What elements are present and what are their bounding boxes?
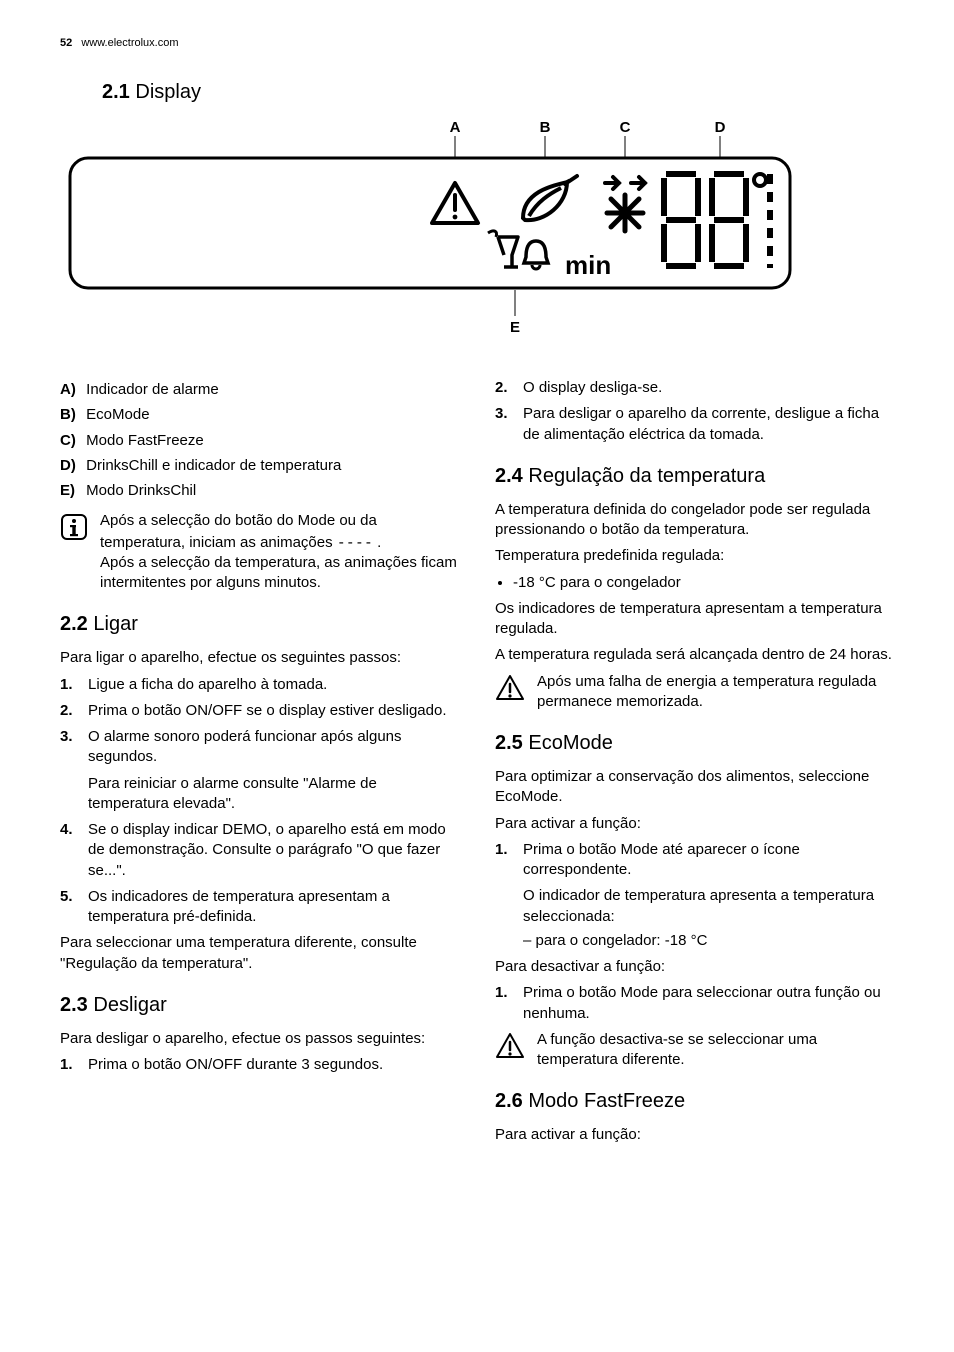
sectext-2-2: Ligar: [93, 613, 137, 635]
site-url: www.electrolux.com: [81, 37, 178, 49]
sectext-2-3: Desligar: [93, 994, 166, 1016]
s24-p3: Os indicadores de temperatura apresentam…: [495, 599, 894, 640]
s22-outro: Para seleccionar uma temperatura diferen…: [60, 933, 459, 974]
page-number: 52: [60, 36, 72, 51]
step: Para desligar o aparelho da corrente, de…: [495, 404, 894, 445]
fastfreeze-icon: [605, 177, 645, 231]
step: O alarme sonoro poderá funcionar após al…: [60, 727, 459, 814]
step: Se o display indicar DEMO, o aparelho es…: [60, 820, 459, 881]
section-2-3-title: 2.3 Desligar: [60, 992, 459, 1019]
step: Prima o botão ON/OFF durante 3 segundos.: [60, 1055, 459, 1075]
section-2-4-title: 2.4 Regulação da temperatura: [495, 463, 894, 490]
s22-steps: Ligue a ficha do aparelho à tomada. Prim…: [60, 675, 459, 928]
step: Prima o botão ON/OFF se o display estive…: [60, 701, 459, 721]
min-text: min: [565, 250, 611, 280]
info-note: Após a selecção do botão do Mode ou da t…: [60, 511, 459, 593]
s24-p1: A temperatura definida do congelador pod…: [495, 500, 894, 541]
legend-item: D) DrinksChill e indicador de temperatur…: [60, 456, 459, 476]
label-B: B: [540, 119, 551, 136]
step-sub: O indicador de temperatura apresenta a t…: [523, 886, 894, 927]
warning-icon: [495, 674, 525, 708]
legend-item: C) Modo FastFreeze: [60, 431, 459, 451]
warn-text: A função desactiva-se se seleccionar uma…: [537, 1030, 894, 1071]
s25-p2: Para activar a função:: [495, 814, 894, 834]
sectext-2-6: Modo FastFreeze: [528, 1090, 685, 1112]
legend-item: B) EcoMode: [60, 405, 459, 425]
display-legend: A) Indicador de alarme B) EcoMode C) Mod…: [60, 380, 459, 501]
warning-note-1: Após uma falha de energia a temperatura …: [495, 672, 894, 713]
step: Prima o botão Mode até aparecer o ícone …: [495, 840, 894, 951]
display-figure: A B C D: [60, 118, 894, 344]
s25-steps-off: Prima o botão Mode para seleccionar outr…: [495, 983, 894, 1024]
secnum-2-3: 2.3: [60, 994, 88, 1016]
temp-indicator-icon: [664, 174, 770, 268]
s23-steps-right: O display desliga-se. Para desligar o ap…: [495, 378, 894, 445]
secnum-2-6: 2.6: [495, 1090, 523, 1112]
s26-p1: Para activar a função:: [495, 1125, 894, 1145]
legend-item: E) Modo DrinksChil: [60, 481, 459, 501]
step: Prima o botão Mode para seleccionar outr…: [495, 983, 894, 1024]
section-2-5-title: 2.5 EcoMode: [495, 730, 894, 757]
step-sub2: – para o congelador: -18 °C: [523, 931, 894, 951]
s25-p3: Para desactivar a função:: [495, 957, 894, 977]
s25-p1: Para optimizar a conservação dos aliment…: [495, 767, 894, 808]
section-2-2-title: 2.2 Ligar: [60, 611, 459, 638]
s25-steps-on: Prima o botão Mode até aparecer o ícone …: [495, 840, 894, 951]
s24-bullets: -18 °C para o congelador: [513, 573, 894, 593]
warn-text: Após uma falha de energia a temperatura …: [537, 672, 894, 713]
s24-p4: A temperatura regulada será alcançada de…: [495, 645, 894, 665]
label-D: D: [715, 119, 726, 136]
sectext-2-4: Regulação da temperatura: [528, 465, 765, 487]
sectext-2-5: EcoMode: [528, 732, 613, 754]
s23-steps-left: Prima o botão ON/OFF durante 3 segundos.: [60, 1055, 459, 1075]
secnum-2-5: 2.5: [495, 732, 523, 754]
step: Os indicadores de temperatura apresentam…: [60, 887, 459, 928]
drinkschill-icon: [488, 231, 548, 269]
step: Ligue a ficha do aparelho à tomada.: [60, 675, 459, 695]
secnum-2-1: 2.1: [102, 81, 130, 103]
warning-icon: [495, 1032, 525, 1066]
label-A: A: [450, 119, 461, 136]
body-columns: A) Indicador de alarme B) EcoMode C) Mod…: [60, 372, 894, 1152]
display-svg: A B C D: [60, 118, 820, 338]
s24-p2: Temperatura predefinida regulada:: [495, 546, 894, 566]
alarm-indicator-icon: [432, 183, 478, 223]
s23-intro: Para desligar o aparelho, efectue os pas…: [60, 1029, 459, 1049]
section-2-1-title: 2.1 Display: [102, 79, 894, 106]
bullet: -18 °C para o congelador: [513, 573, 894, 593]
label-E: E: [510, 319, 520, 336]
step-sub: Para reiniciar o alarme consulte "Alarme…: [88, 774, 459, 815]
legend-item: A) Indicador de alarme: [60, 380, 459, 400]
page-header: 52 www.electrolux.com: [60, 36, 894, 51]
section-2-6-title: 2.6 Modo FastFreeze: [495, 1088, 894, 1115]
s22-intro: Para ligar o aparelho, efectue os seguin…: [60, 648, 459, 668]
right-column: O display desliga-se. Para desligar o ap…: [495, 372, 894, 1152]
left-column: A) Indicador de alarme B) EcoMode C) Mod…: [60, 372, 459, 1152]
secnum-2-4: 2.4: [495, 465, 523, 487]
sectext-2-1: Display: [135, 81, 201, 103]
warning-note-2: A função desactiva-se se seleccionar uma…: [495, 1030, 894, 1071]
info-icon: [60, 513, 88, 547]
secnum-2-2: 2.2: [60, 613, 88, 635]
ecomode-icon: [523, 176, 577, 220]
step: O display desliga-se.: [495, 378, 894, 398]
info-text: Após a selecção do botão do Mode ou da t…: [100, 511, 459, 593]
label-C: C: [620, 119, 631, 136]
